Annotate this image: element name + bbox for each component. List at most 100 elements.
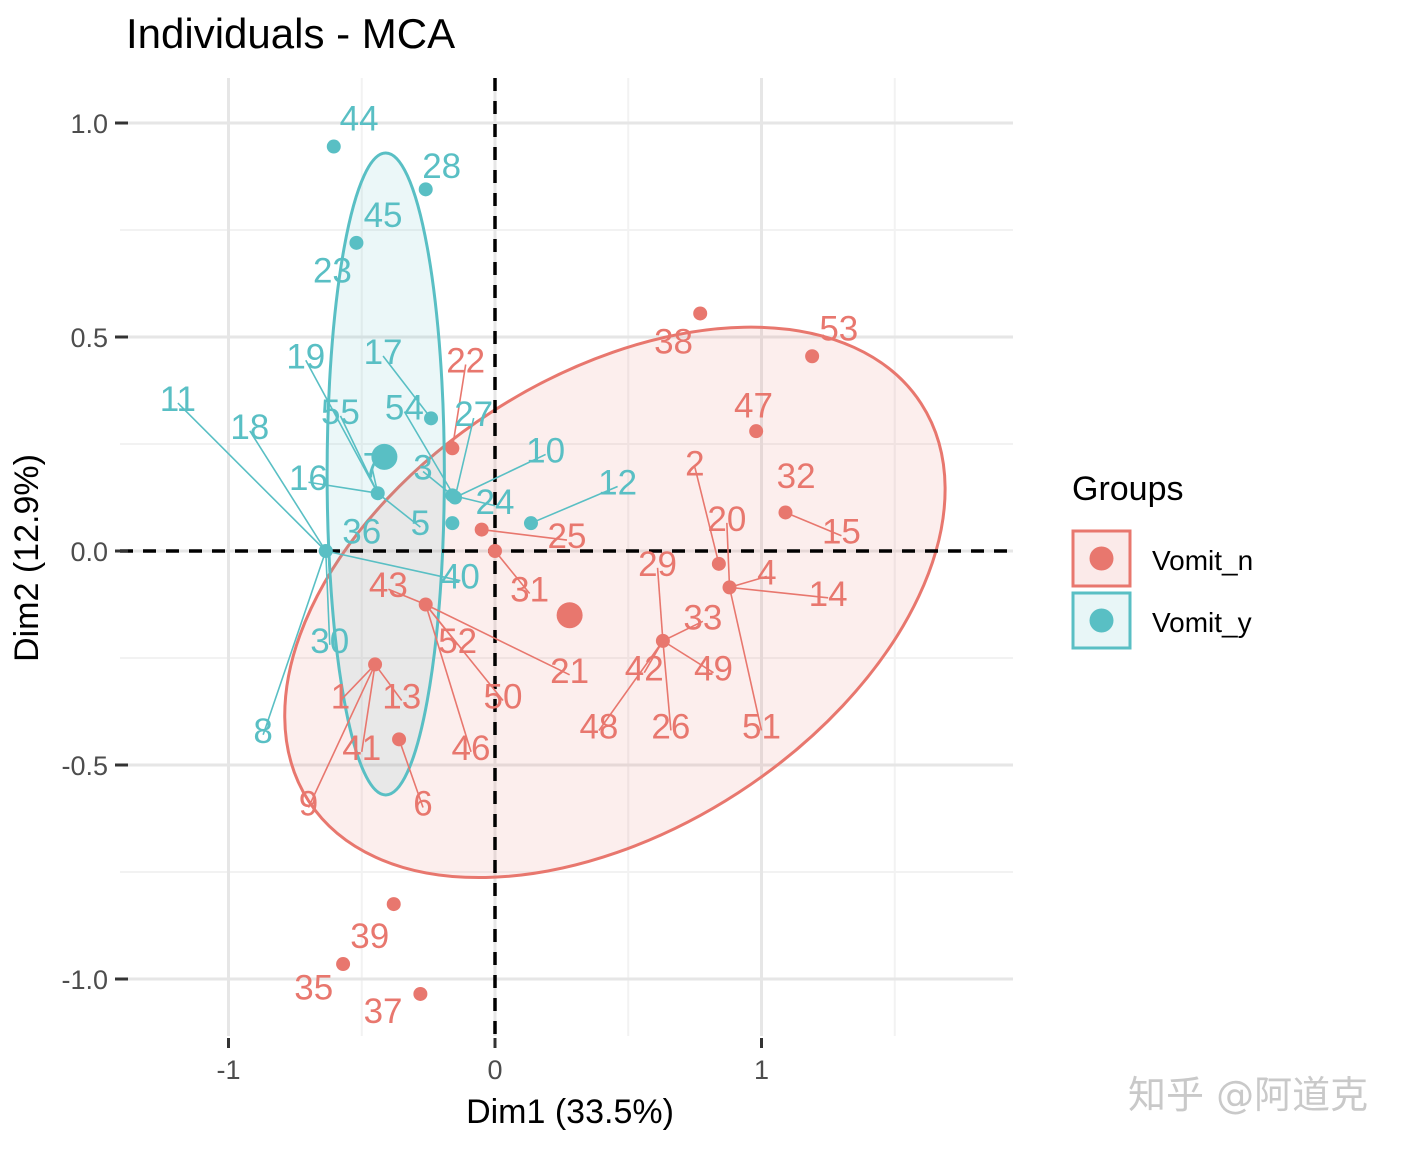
point-label-47: 47 [734, 386, 773, 425]
point-label-11: 11 [160, 380, 196, 419]
leader-line-1 [339, 663, 376, 702]
leader-line-49 [662, 640, 714, 674]
data-point-vomit-n [778, 505, 793, 520]
point-label-27: 27 [454, 395, 493, 434]
point-label-55: 55 [321, 393, 360, 432]
data-point-vomit-y [326, 139, 341, 154]
centroid-vomit-y [371, 443, 398, 470]
data-point-vomit-n [488, 544, 502, 558]
point-label-22: 22 [446, 342, 485, 381]
data-point-vomit-y [370, 486, 385, 501]
point-label-16: 16 [289, 459, 328, 498]
data-point-vomit-y [445, 516, 460, 531]
leader-line-54 [403, 411, 456, 498]
y-tick-label: 1.0 [70, 109, 108, 139]
leader-line-41 [360, 664, 376, 753]
point-label-43: 43 [369, 566, 408, 605]
point-label-52: 52 [438, 622, 477, 661]
point-label-41: 41 [342, 729, 381, 768]
point-label-51: 51 [742, 707, 781, 746]
data-point-vomit-n [722, 580, 737, 595]
point-label-15: 15 [822, 513, 861, 552]
leader-line-18 [249, 430, 327, 552]
point-label-14: 14 [809, 575, 848, 614]
leader-line-5 [377, 492, 421, 528]
point-label-8: 8 [253, 712, 272, 751]
point-label-10: 10 [526, 431, 565, 470]
leader-line-19 [305, 359, 379, 494]
point-label-35: 35 [294, 969, 333, 1008]
point-label-28: 28 [422, 147, 461, 186]
points [318, 139, 820, 1001]
point-label-33: 33 [683, 598, 722, 637]
point-label-20: 20 [707, 500, 746, 539]
point-label-18: 18 [230, 408, 269, 447]
y-axis-title: Dim2 (12.9%) [8, 454, 46, 662]
x-tick-label: 0 [487, 1055, 502, 1085]
ellipse-vomit-n [283, 325, 947, 880]
leader-line-29 [656, 567, 664, 641]
point-label-4: 4 [757, 553, 776, 592]
leader-line-8 [262, 550, 327, 736]
leader-line-33 [662, 620, 704, 642]
point-label-42: 42 [625, 650, 664, 689]
data-point-vomit-y [424, 411, 439, 426]
legend-symbol-vomit-n [1089, 546, 1114, 571]
point-label-24: 24 [476, 483, 515, 522]
point-label-39: 39 [350, 917, 389, 956]
legend-item-vomit-n: Vomit_n [1071, 529, 1253, 588]
point-label-26: 26 [651, 707, 690, 746]
legend: Groups Vomit_n Vomit_y [1071, 470, 1253, 650]
leader-line-20 [726, 522, 731, 588]
point-label-7: 7 [363, 446, 382, 485]
data-point-vomit-y [445, 488, 460, 503]
point-label-21: 21 [550, 652, 589, 691]
leader-line-11 [177, 402, 327, 552]
legend-label-vomit-y: Vomit_y [1152, 607, 1252, 638]
axes: -1 0 1 -1.0 -0.5 0.0 0.5 1.0 [61, 109, 769, 1085]
point-label-50: 50 [484, 678, 523, 717]
ellipse-vomit-y [325, 151, 446, 797]
leader-line-6 [398, 739, 424, 808]
leader-line-27 [454, 417, 475, 498]
y-tick-label: -1.0 [61, 965, 108, 995]
point-label-1: 1 [331, 678, 350, 717]
point-label-53: 53 [819, 309, 858, 348]
leader-line-9 [307, 664, 376, 808]
point-label-5: 5 [411, 504, 430, 543]
data-point-vomit-n [749, 424, 764, 439]
point-label-30: 30 [310, 622, 349, 661]
point-label-32: 32 [777, 457, 816, 496]
legend-item-vomit-y: Vomit_y [1071, 591, 1252, 650]
point-label-46: 46 [452, 729, 491, 768]
leader-line-22 [451, 364, 467, 449]
centroid-vomit-n [556, 602, 583, 629]
point-label-25: 25 [547, 517, 586, 556]
data-point-vomit-n [693, 306, 708, 321]
point-label-48: 48 [579, 707, 618, 746]
leader-line-2 [694, 467, 720, 565]
data-point-vomit-n [392, 732, 407, 747]
chart-title: Individuals - MCA [126, 10, 455, 57]
x-tick-label: -1 [216, 1055, 240, 1085]
point-label-2: 2 [685, 444, 704, 483]
y-tick-label: 0.0 [70, 537, 108, 567]
point-label-19: 19 [286, 337, 325, 376]
point-label-9: 9 [299, 785, 318, 824]
data-point-vomit-n [655, 633, 670, 648]
data-point-vomit-n [413, 986, 428, 1001]
point-label-13: 13 [382, 678, 421, 717]
reference-lines [120, 78, 1013, 1036]
leader-line-15 [785, 511, 842, 537]
y-tick-label: 0.5 [70, 323, 108, 353]
legend-symbol-vomit-y [1089, 608, 1114, 633]
x-axis-title: Dim1 (33.5%) [466, 1093, 674, 1131]
point-label-40: 40 [441, 558, 480, 597]
point-label-37: 37 [364, 992, 403, 1031]
data-point-vomit-n [805, 349, 820, 364]
point-label-49: 49 [694, 650, 733, 689]
leader-line-40 [325, 550, 461, 582]
leader-line-51 [728, 587, 763, 731]
